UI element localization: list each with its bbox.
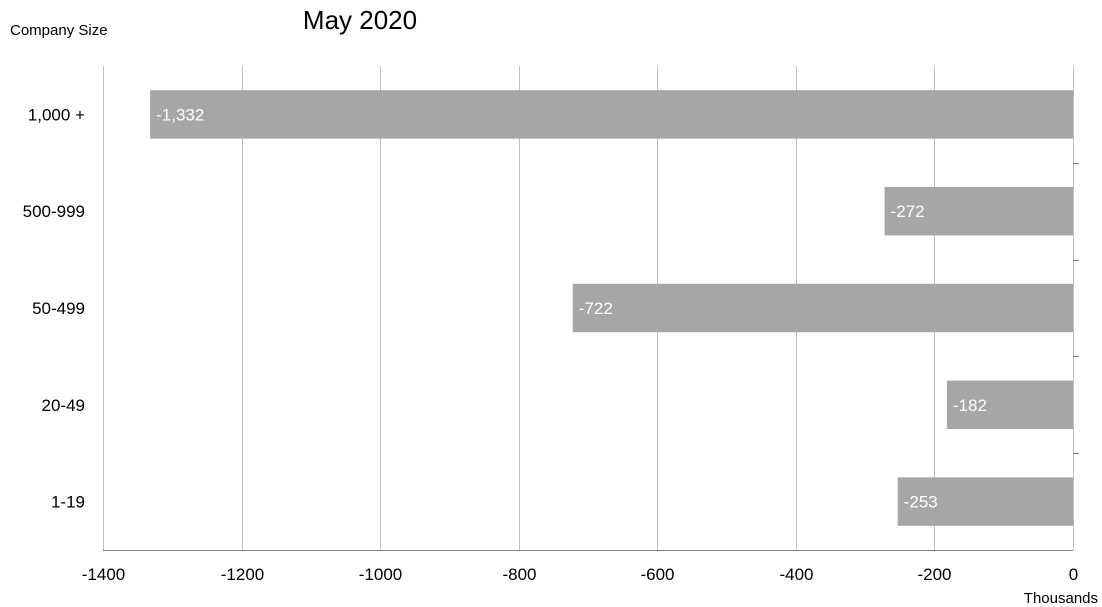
category-label: 1-19 — [51, 493, 85, 512]
x-tick-label: -600 — [640, 565, 674, 584]
x-tick-label: 0 — [1069, 565, 1078, 584]
x-tick-label: -1000 — [359, 565, 402, 584]
bar — [897, 477, 1073, 526]
bar — [572, 283, 1073, 333]
category-labels: 1,000 + 500-999 50-499 20-49 1-19 — [23, 105, 85, 511]
bar-data-label: -272 — [891, 202, 925, 221]
x-tick-label: -400 — [779, 565, 813, 584]
axes — [103, 163, 1079, 551]
bar-data-label: -1,332 — [156, 105, 204, 124]
x-tick-label: -1200 — [221, 565, 264, 584]
bar — [150, 90, 1074, 139]
bars: -1,332 -272 -722 -182 -253 — [150, 90, 1074, 526]
bar — [946, 380, 1073, 429]
bar-data-label: -722 — [579, 299, 613, 318]
unit-label: Thousands — [1024, 590, 1098, 607]
x-tick-label: -800 — [502, 565, 536, 584]
category-label: 50-499 — [32, 299, 85, 318]
bar-data-label: -182 — [953, 396, 987, 415]
bar — [884, 187, 1073, 236]
category-label: 1,000 + — [28, 105, 85, 124]
y-axis-label: Company Size — [10, 22, 108, 39]
category-label: 500-999 — [23, 202, 85, 221]
bar-data-label: -253 — [904, 493, 938, 512]
category-label: 20-49 — [42, 396, 85, 415]
x-tick-label: -1400 — [82, 565, 125, 584]
x-tick-labels: -1400 -1200 -1000 -800 -600 -400 -200 0 — [82, 565, 1078, 584]
chart-title: May 2020 — [303, 5, 417, 35]
x-tick-label: -200 — [917, 565, 951, 584]
